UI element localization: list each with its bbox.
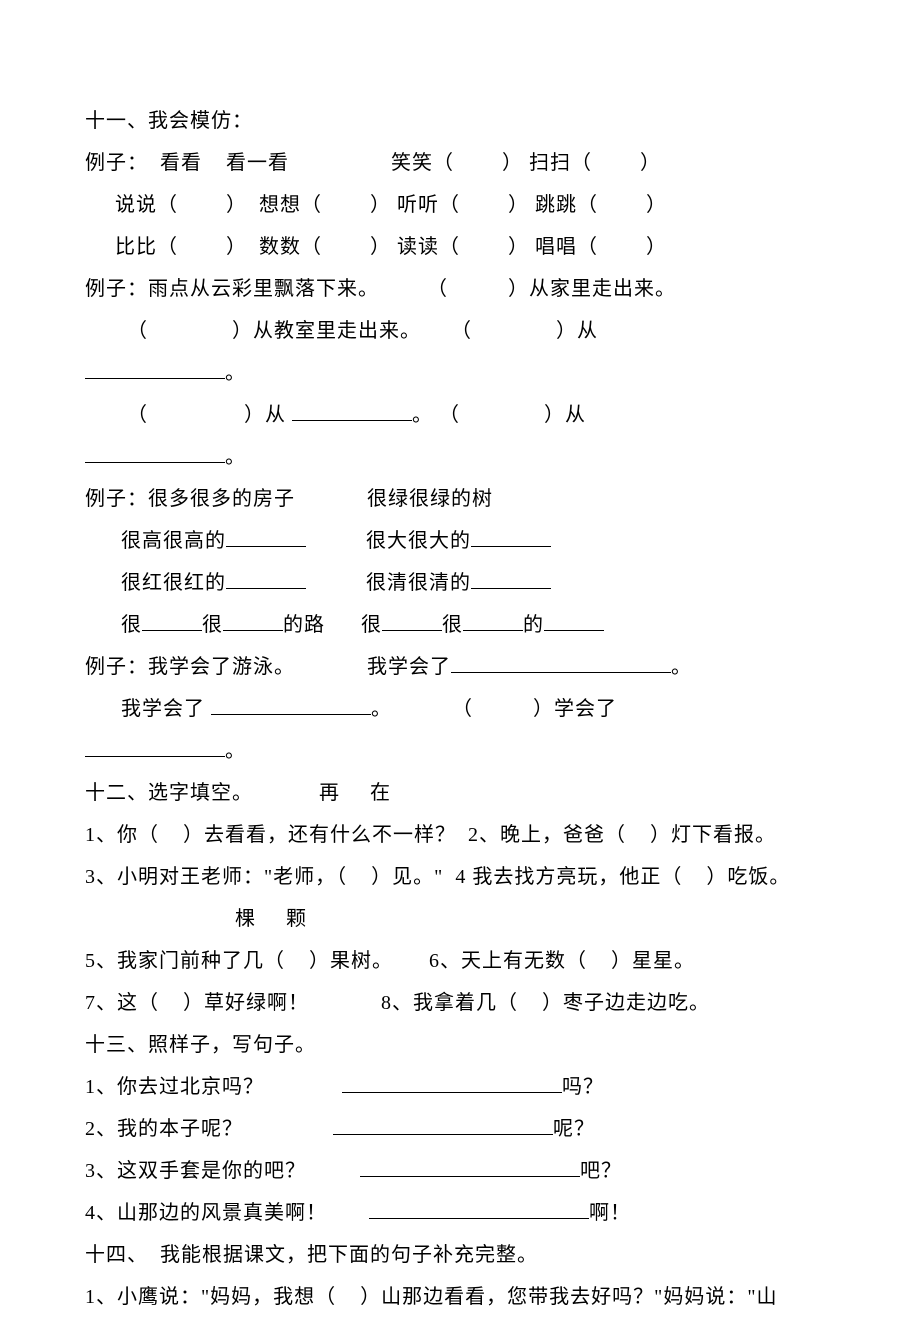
ex1-prefix: 例子： 看看 看一看 (85, 152, 289, 174)
blank (544, 611, 604, 631)
ex4-l1a: 例子：我学会了游泳。 我学会了 (85, 656, 451, 678)
blank (85, 737, 225, 757)
blank (142, 611, 202, 631)
ex2-line1: 例子：雨点从云彩里飘落下来。 （ ）从家里走出来。 (85, 268, 835, 310)
ex4-l2c: 。 (225, 740, 246, 762)
ex2-line3b: 。 (85, 436, 835, 478)
blank (382, 611, 442, 631)
blank (226, 527, 306, 547)
s13-q1b: 吗？ (562, 1076, 604, 1098)
ex2-line2: （ ）从教室里走出来。 （ ）从 (85, 310, 835, 352)
ex1-r3-w1: 比比（ ） (115, 236, 247, 258)
blank (85, 443, 225, 463)
ex1-r2-w2: 想想（ ） (259, 194, 391, 216)
blank (471, 527, 551, 547)
s13-q3: 3、这双手套是你的吧？ 吧？ (85, 1150, 835, 1192)
ex3-l4e: 的 (523, 614, 544, 636)
ex1-r3-w4: 唱唱（ ） (535, 236, 667, 258)
s13-q1a: 1、你去过北京吗？ (85, 1076, 264, 1098)
ex2-l3b: 。 （ ）从 (412, 404, 586, 426)
ex1-r2-w3: 听听（ ） (397, 194, 529, 216)
ex3-l3b: 很清很清的 (366, 572, 471, 594)
ex3-l4d: 很 (442, 614, 463, 636)
s13-q1: 1、你去过北京吗？ 吗？ (85, 1066, 835, 1108)
ex1-row1: 例子： 看看 看一看 笑笑（ ） 扫扫（ ） (85, 142, 835, 184)
blank (369, 1199, 589, 1219)
ex4-l1b: 。 (671, 656, 692, 678)
blank (451, 653, 671, 673)
ex4-line1: 例子：我学会了游泳。 我学会了 。 (85, 646, 835, 688)
blank (333, 1115, 553, 1135)
ex3-l3a: 很红很红的 (121, 572, 226, 594)
ex1-w1: 笑笑（ ） (391, 152, 523, 174)
section-12-title: 十二、选字填空。 再 在 (85, 772, 835, 814)
ex3-l4c: 的路 很 (283, 614, 382, 636)
ex1-row2: 说说（ ） 想想（ ） 听听（ ） 跳跳（ ） (85, 184, 835, 226)
ex1-w2: 扫扫（ ） (529, 152, 661, 174)
ex3-l4a: 很 (121, 614, 142, 636)
section-14-title: 十四、 我能根据课文，把下面的句子补充完整。 (85, 1234, 835, 1276)
blank (360, 1157, 580, 1177)
s13-q3a: 3、这双手套是你的吧？ (85, 1160, 306, 1182)
ex3-line3: 很红很红的 很清很清的 (85, 562, 835, 604)
s12-q3: 3、小明对王老师："老师，（ ）见。" 4 我去找方亮玩，他正（ ）吃饭。 (85, 856, 835, 898)
ex1-r2-w1: 说说（ ） (115, 194, 247, 216)
s12-q5: 5、我家门前种了几（ ）果树。 6、天上有无数（ ）星星。 (85, 940, 835, 982)
ex2-l3a: （ ）从 (127, 404, 286, 426)
ex2-l2a: （ ）从教室里走出来。 （ ）从 (127, 320, 598, 342)
ex1-r2-w4: 跳跳（ ） (535, 194, 667, 216)
s12-q1: 1、你（ ）去看看，还有什么不一样？ 2、晚上，爸爸（ ）灯下看报。 (85, 814, 835, 856)
ex2-line2b: 。 (85, 352, 835, 394)
s13-q4: 4、山那边的风景真美啊！ 啊！ (85, 1192, 835, 1234)
blank (292, 401, 412, 421)
s13-q2b: 呢？ (553, 1118, 595, 1140)
blank (223, 611, 283, 631)
ex3-l2a: 很高很高的 (121, 530, 226, 552)
ex3-l4b: 很 (202, 614, 223, 636)
ex3-l2b: 很大很大的 (366, 530, 471, 552)
blank (471, 569, 551, 589)
ex4-l2a: 我学会了 (121, 698, 205, 720)
s12-words2: 棵 颗 (85, 898, 835, 940)
ex4-line2b: 。 (85, 730, 835, 772)
s14-q1: 1、小鹰说："妈妈，我想（ ）山那边看看，您带我去好吗？"妈妈说："山 (85, 1276, 835, 1318)
ex4-line2: 我学会了 。 （ ）学会了 (85, 688, 835, 730)
ex2-l2b: 。 (225, 362, 246, 384)
s12-w2: 棵 颗 (235, 908, 307, 930)
s13-q4a: 4、山那边的风景真美啊！ (85, 1202, 327, 1224)
blank (85, 359, 225, 379)
s13-q2: 2、我的本子呢？ 呢？ (85, 1108, 835, 1150)
ex2-l3c: 。 (225, 446, 246, 468)
blank (226, 569, 306, 589)
ex2-line3: （ ）从 。 （ ）从 (85, 394, 835, 436)
ex3-line4: 很 很 的路 很 很 的 (85, 604, 835, 646)
ex1-r3-w2: 数数（ ） (259, 236, 391, 258)
ex3-line1: 例子：很多很多的房子 很绿很绿的树 (85, 478, 835, 520)
ex4-l2b: 。 （ ）学会了 (371, 698, 617, 720)
blank (342, 1073, 562, 1093)
s13-q4b: 啊！ (589, 1202, 631, 1224)
blank (463, 611, 523, 631)
section-13-title: 十三、照样子，写句子。 (85, 1024, 835, 1066)
ex1-row3: 比比（ ） 数数（ ） 读读（ ） 唱唱（ ） (85, 226, 835, 268)
s12-q7: 7、这（ ）草好绿啊！ 8、我拿着几（ ）枣子边走边吃。 (85, 982, 835, 1024)
ex3-line2: 很高很高的 很大很大的 (85, 520, 835, 562)
section-11-title: 十一、我会模仿： (85, 100, 835, 142)
s13-q2a: 2、我的本子呢？ (85, 1118, 243, 1140)
ex1-r3-w3: 读读（ ） (397, 236, 529, 258)
blank (211, 695, 371, 715)
s13-q3b: 吧？ (580, 1160, 622, 1182)
